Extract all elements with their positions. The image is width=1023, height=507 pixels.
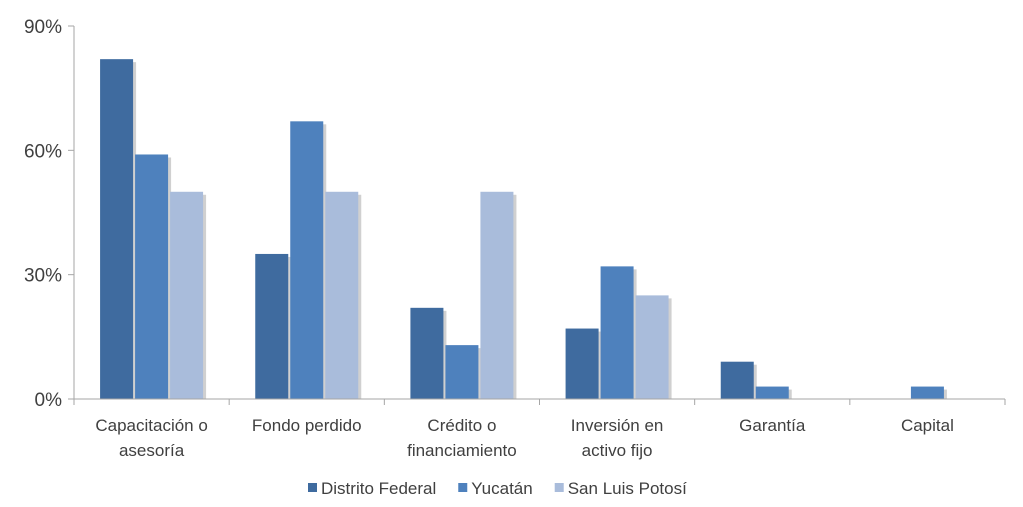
- x-category-label: Capacitación o: [95, 416, 207, 435]
- legend-swatch: [458, 483, 468, 492]
- bar: [480, 191, 514, 399]
- bar: [325, 191, 359, 399]
- x-category-label: Fondo perdido: [252, 416, 362, 435]
- legend-swatch: [554, 483, 564, 492]
- bar: [290, 121, 324, 400]
- legend-label: Distrito Federal: [321, 479, 436, 498]
- bar: [755, 386, 789, 399]
- x-category-label: activo fijo: [582, 441, 653, 460]
- x-category-label: Capital: [901, 416, 954, 435]
- bar: [635, 295, 669, 399]
- bar: [410, 307, 444, 399]
- bar: [135, 154, 169, 399]
- x-category-label: Inversión en: [571, 416, 664, 435]
- y-tick-label: 0%: [35, 390, 63, 411]
- y-tick-label: 30%: [24, 266, 62, 287]
- y-tick-label: 90%: [24, 17, 62, 38]
- x-category-label: Garantía: [739, 416, 806, 435]
- legend-label: Yucatán: [471, 479, 532, 498]
- bar: [600, 266, 634, 399]
- bar: [910, 386, 944, 399]
- bar: [100, 59, 134, 400]
- bar: [720, 361, 754, 399]
- legend-label: San Luis Potosí: [568, 479, 687, 498]
- x-category-label: financiamiento: [407, 441, 517, 460]
- x-category-label: Crédito o: [427, 416, 496, 435]
- bar: [255, 253, 289, 399]
- bar: [170, 191, 204, 399]
- bar: [565, 328, 599, 399]
- legend-swatch: [308, 483, 317, 492]
- x-category-label: asesoría: [119, 441, 185, 460]
- bar: [445, 345, 479, 399]
- y-tick-label: 60%: [24, 141, 62, 162]
